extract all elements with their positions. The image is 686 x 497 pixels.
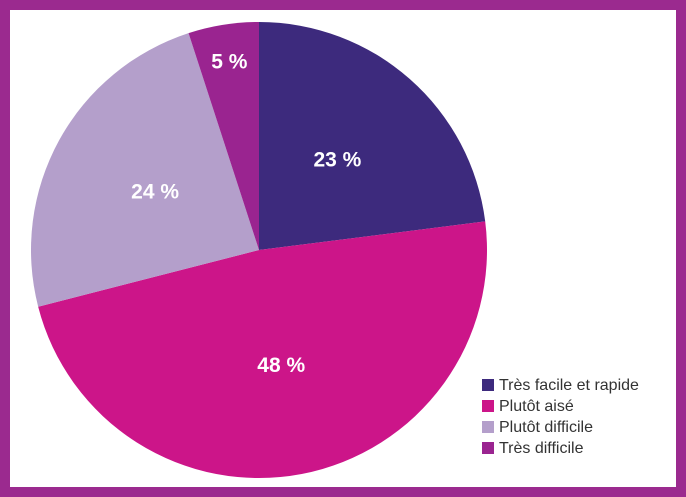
slice-label: 5 % <box>211 51 248 74</box>
legend-label: Très difficile <box>499 440 584 457</box>
legend-label: Très facile et rapide <box>499 377 639 394</box>
slice-label: 23 % <box>313 149 361 172</box>
slice-label: 24 % <box>131 180 179 203</box>
pie-slice <box>30 33 260 307</box>
legend-label: Plutôt aisé <box>499 398 574 415</box>
legend-swatch <box>482 400 494 412</box>
pie-slice <box>38 221 488 478</box>
legend-label: Plutôt difficile <box>499 419 593 436</box>
pie-slice <box>259 22 486 250</box>
chart: 23 % 48 % 24 % 5 % Très facile et rapide Plut… <box>30 22 639 478</box>
pie-slice <box>188 22 259 250</box>
legend-swatch <box>482 379 494 391</box>
legend-swatch <box>482 442 494 454</box>
slice-label: 48 % <box>257 354 305 377</box>
legend-swatch <box>482 421 494 433</box>
